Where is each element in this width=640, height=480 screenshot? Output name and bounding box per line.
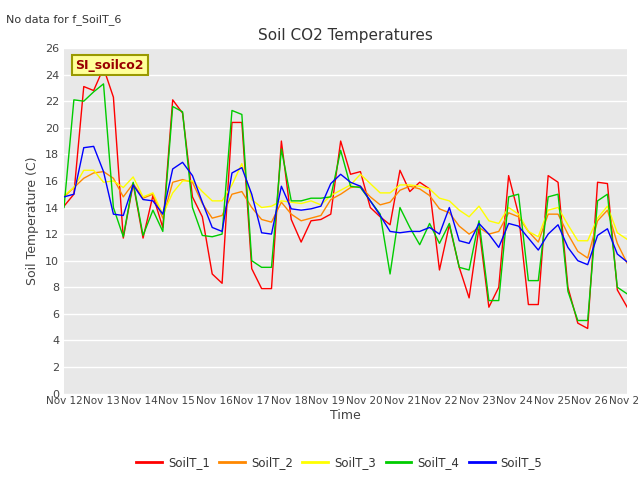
Legend: SoilT_1, SoilT_2, SoilT_3, SoilT_4, SoilT_5: SoilT_1, SoilT_2, SoilT_3, SoilT_4, Soil… xyxy=(131,452,547,474)
Text: No data for f_SoilT_6: No data for f_SoilT_6 xyxy=(6,14,122,25)
X-axis label: Time: Time xyxy=(330,409,361,422)
Y-axis label: Soil Temperature (C): Soil Temperature (C) xyxy=(26,156,39,285)
Title: Soil CO2 Temperatures: Soil CO2 Temperatures xyxy=(258,28,433,43)
Text: SI_soilco2: SI_soilco2 xyxy=(76,59,144,72)
